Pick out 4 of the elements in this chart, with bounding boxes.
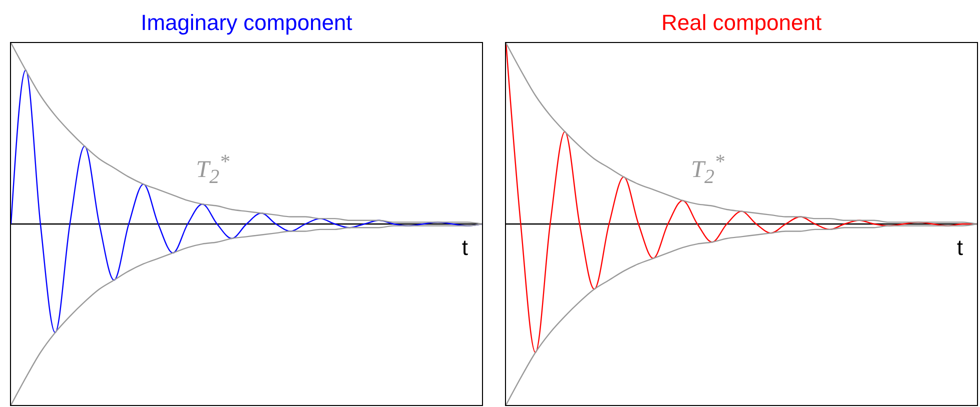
x-axis-title: t	[956, 235, 963, 261]
chart-title: Imaginary component	[140, 10, 354, 36]
chart-title: Real component	[660, 10, 823, 36]
x-axis-title: t	[462, 235, 468, 261]
